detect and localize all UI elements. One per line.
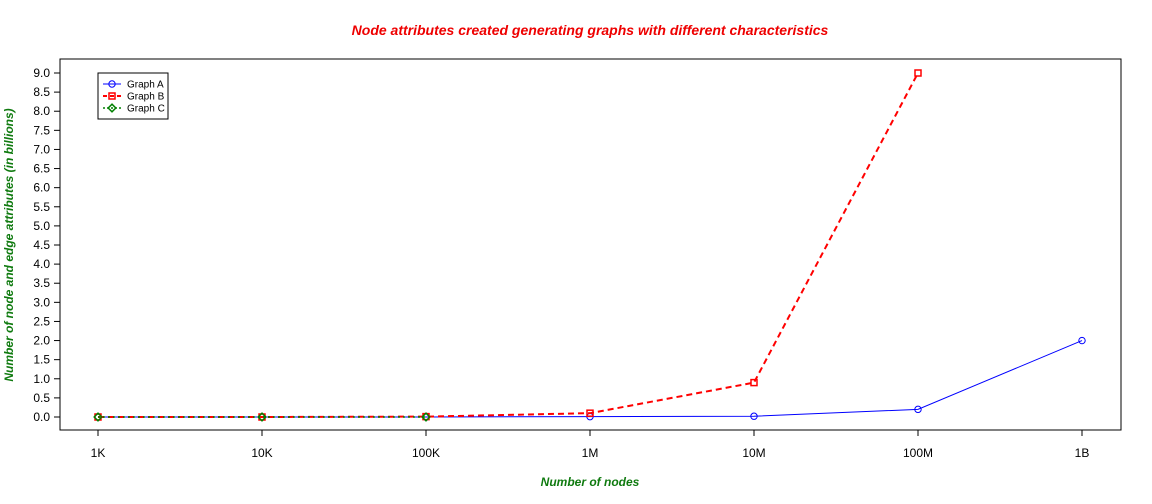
data-point-graph-b [914,69,922,77]
y-tick-label: 2.5 [33,314,50,328]
y-tick-label: 1.5 [33,353,50,367]
axes: 0.0 0.5 1.0 1.5 2.0 2.5 3.0 3.5 4.0 4.5 5.0 5.5 6.0 6… [33,66,1089,460]
y-tick-label: 4.5 [33,238,50,252]
y-tick-label: 3.5 [33,276,50,290]
x-tick-label: 1M [582,446,599,460]
series-layer [93,69,1086,422]
data-point-graph-b [750,378,758,387]
y-tick-label: 5.5 [33,200,50,214]
y-tick-label: 0.5 [33,391,50,405]
series-line-graph-a [98,340,1083,418]
y-tick-label: 9.0 [33,66,50,80]
data-point-graph-b [586,409,594,417]
series-graph-c [93,412,431,422]
chart-title: Node attributes created generating graph… [352,22,829,38]
x-tick-label: 100M [903,446,933,460]
data-point-graph-c [421,412,431,422]
y-tick-label: 7.5 [33,123,50,137]
y-tick-label: 7.0 [33,142,50,156]
y-tick-label: 3.0 [33,295,50,309]
x-tick-label: 10M [742,446,765,460]
y-tick-label: 1.0 [33,372,50,386]
y-tick-label: 6.5 [33,162,50,176]
y-tick-label: 6.0 [33,181,50,195]
x-tick-label: 10K [251,446,272,460]
series-graph-a [94,336,1086,421]
legend-label-graph-c: Graph C [127,104,165,115]
y-tick-label: 0.0 [33,410,50,424]
data-point-graph-c [93,412,103,422]
x-axis-label: Number of nodes [541,475,640,489]
y-tick-label: 8.0 [33,104,50,118]
series-graph-b [94,69,922,421]
data-point-graph-c [257,412,267,422]
series-line-graph-b [98,72,919,418]
x-tick-label: 1K [91,446,106,460]
x-tick-label: 1B [1075,446,1090,460]
y-tick-label: 2.0 [33,334,50,348]
data-point-graph-a [1078,336,1086,345]
legend-marker-graph-c [107,103,117,113]
legend-label-graph-b: Graph B [127,92,165,103]
y-tick-label: 8.5 [33,85,50,99]
x-tick-label: 100K [412,446,440,460]
legend-marker-graph-a [108,80,116,88]
plot-area-frame [59,58,1122,431]
y-axis-label: Number of node and edge attributes (in b… [2,108,16,381]
data-point-graph-a [914,405,922,414]
legend-label-graph-a: Graph A [127,80,164,91]
y-tick-label: 5.0 [33,219,50,233]
legend-marker-graph-b [108,92,116,100]
data-point-graph-a [750,412,758,420]
y-tick-label: 4.0 [33,257,50,271]
